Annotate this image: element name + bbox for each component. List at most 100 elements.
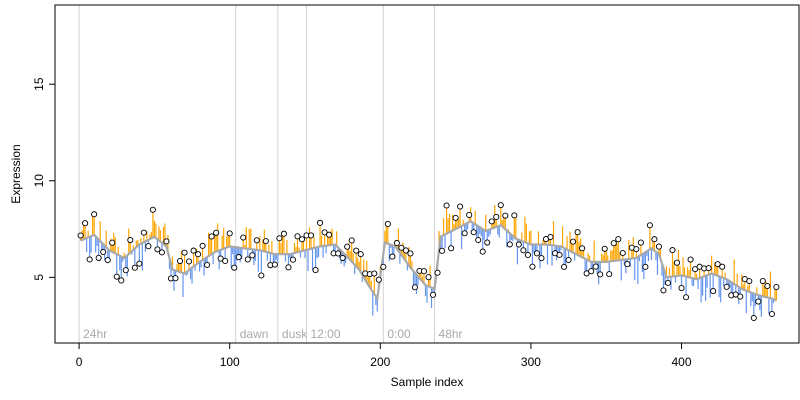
data-point — [231, 264, 238, 271]
x-tick-label: 400 — [672, 355, 692, 369]
data-point — [570, 238, 577, 245]
data-point — [127, 236, 134, 244]
data-point — [371, 270, 378, 277]
data-point — [339, 254, 346, 262]
data-point — [484, 239, 491, 246]
data-point — [457, 203, 464, 210]
data-point — [502, 212, 509, 219]
data-point — [619, 249, 626, 257]
data-point — [298, 236, 306, 243]
data-point — [687, 256, 694, 263]
data-point — [646, 222, 653, 229]
data-point — [389, 253, 396, 260]
data-point — [172, 275, 179, 282]
data-point — [737, 293, 744, 300]
data-point — [357, 251, 364, 258]
data-point — [262, 238, 269, 245]
data-point — [195, 251, 202, 258]
y-tick-label: 10 — [32, 174, 46, 188]
data-point — [276, 235, 283, 242]
data-point — [181, 249, 188, 256]
data-point — [226, 230, 233, 237]
data-point — [506, 241, 513, 248]
data-point — [615, 236, 622, 243]
data-point — [199, 242, 206, 249]
data-point — [163, 238, 170, 245]
data-point — [348, 237, 355, 244]
data-point — [669, 247, 676, 254]
data-point — [714, 261, 721, 268]
annotation-label: dawn — [240, 327, 269, 341]
data-point — [420, 268, 428, 275]
data-point — [222, 257, 229, 265]
data-point — [434, 269, 441, 276]
data-point — [524, 251, 531, 259]
data-point — [705, 265, 712, 272]
data-point — [439, 247, 446, 254]
data-point — [710, 288, 717, 295]
data-point — [746, 278, 753, 285]
data-point — [538, 255, 545, 262]
data-point — [380, 263, 387, 270]
data-point — [565, 256, 572, 264]
data-point — [452, 214, 459, 221]
data-point — [312, 267, 319, 274]
data-point — [82, 220, 89, 227]
data-point — [488, 218, 495, 225]
data-point — [493, 213, 500, 221]
data-point — [100, 248, 107, 256]
y-tick-label: 15 — [32, 77, 46, 91]
data-point — [682, 294, 690, 301]
data-point — [384, 220, 391, 228]
data-point — [561, 263, 568, 270]
data-point — [109, 239, 116, 246]
data-point — [773, 284, 780, 291]
data-point — [154, 246, 161, 253]
data-point — [249, 252, 256, 259]
data-point — [475, 236, 482, 244]
data-point — [719, 263, 726, 270]
data-point — [118, 277, 125, 284]
data-point — [533, 250, 540, 257]
data-point — [429, 291, 437, 298]
data-point — [95, 254, 102, 261]
data-point — [592, 263, 599, 270]
data-point — [235, 254, 242, 261]
data-point — [479, 248, 486, 255]
data-point — [213, 229, 220, 236]
data-point — [520, 247, 527, 254]
data-point — [145, 243, 152, 250]
data-point — [375, 276, 382, 283]
annotation-lines: 24hr dawn dusk 12:00 0:00 48hr — [78, 5, 463, 343]
data-point — [271, 261, 278, 268]
data-point — [176, 257, 184, 265]
data-point — [326, 231, 333, 238]
data-point — [601, 245, 608, 252]
data-point — [344, 243, 351, 250]
data-point — [759, 277, 766, 285]
data-point — [398, 244, 405, 251]
annotation-label: dusk — [282, 327, 308, 341]
data-point — [136, 260, 143, 267]
data-point — [244, 256, 251, 263]
data-point — [402, 247, 409, 254]
data-point — [556, 251, 563, 258]
data-point — [104, 257, 111, 264]
x-axis: 0 100 200 300 400 — [76, 342, 692, 369]
data-point — [547, 233, 554, 241]
data-point — [664, 279, 672, 286]
data-point — [466, 211, 473, 218]
data-point — [149, 206, 156, 213]
data-point — [764, 282, 771, 290]
data-point — [461, 230, 468, 237]
data-point — [470, 229, 477, 236]
data-point — [407, 250, 414, 257]
data-point — [131, 264, 138, 271]
data-point — [86, 256, 93, 263]
trend-line — [80, 220, 777, 302]
data-point — [633, 246, 640, 253]
data-point — [217, 255, 224, 262]
data-point — [294, 233, 301, 240]
data-point — [91, 211, 98, 218]
x-axis-label: Sample index — [391, 375, 464, 389]
